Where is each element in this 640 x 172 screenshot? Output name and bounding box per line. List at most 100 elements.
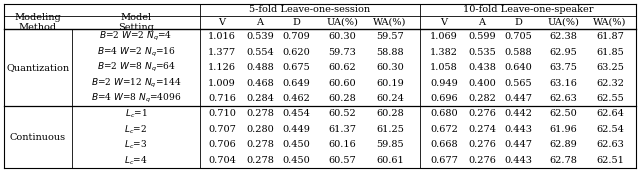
Text: 0.599: 0.599 — [468, 32, 496, 41]
Text: $B$=2 $W$=2 $N_q$=4: $B$=2 $W$=2 $N_q$=4 — [99, 30, 173, 43]
Text: Continuous: Continuous — [10, 133, 66, 142]
Text: 0.447: 0.447 — [504, 140, 532, 149]
Text: A: A — [479, 18, 486, 27]
Text: A: A — [257, 18, 264, 27]
Text: 0.949: 0.949 — [430, 79, 458, 88]
Text: 0.554: 0.554 — [246, 48, 274, 57]
Text: 1.009: 1.009 — [208, 79, 236, 88]
Text: 0.278: 0.278 — [246, 140, 274, 149]
Text: 62.51: 62.51 — [596, 156, 624, 165]
Text: 1.377: 1.377 — [208, 48, 236, 57]
Text: 60.60: 60.60 — [328, 79, 356, 88]
Text: 0.447: 0.447 — [504, 94, 532, 103]
Text: 60.30: 60.30 — [376, 63, 404, 72]
Text: $L_c$=3: $L_c$=3 — [124, 139, 148, 151]
Text: 0.706: 0.706 — [208, 140, 236, 149]
Text: 61.87: 61.87 — [596, 32, 624, 41]
Text: 62.54: 62.54 — [596, 125, 624, 134]
Text: V: V — [218, 18, 225, 27]
Text: 60.62: 60.62 — [328, 63, 356, 72]
Text: 0.442: 0.442 — [504, 109, 532, 119]
Text: 62.38: 62.38 — [549, 32, 577, 41]
Text: 1.126: 1.126 — [208, 63, 236, 72]
Text: $B$=2 $W$=8 $N_q$=64: $B$=2 $W$=8 $N_q$=64 — [97, 61, 175, 74]
Text: 0.468: 0.468 — [246, 79, 274, 88]
Text: 0.539: 0.539 — [246, 32, 274, 41]
Text: 0.278: 0.278 — [246, 156, 274, 165]
Text: 60.61: 60.61 — [376, 156, 404, 165]
Text: 0.668: 0.668 — [430, 140, 458, 149]
Text: 62.64: 62.64 — [596, 109, 624, 119]
Text: 63.25: 63.25 — [596, 63, 624, 72]
Text: $L_c$=4: $L_c$=4 — [124, 154, 148, 166]
Text: 0.675: 0.675 — [282, 63, 310, 72]
Text: 0.620: 0.620 — [282, 48, 310, 57]
Text: 0.443: 0.443 — [504, 156, 532, 165]
Text: 60.16: 60.16 — [328, 140, 356, 149]
Text: 0.276: 0.276 — [468, 156, 496, 165]
Text: 60.28: 60.28 — [328, 94, 356, 103]
Text: 10-fold Leave-one-speaker: 10-fold Leave-one-speaker — [463, 6, 593, 14]
Text: 61.25: 61.25 — [376, 125, 404, 134]
Text: 1.058: 1.058 — [430, 63, 458, 72]
Text: $B$=2 $W$=12 $N_q$=144: $B$=2 $W$=12 $N_q$=144 — [91, 77, 181, 90]
Text: 0.680: 0.680 — [430, 109, 458, 119]
Text: $B$=4 $W$=2 $N_q$=16: $B$=4 $W$=2 $N_q$=16 — [97, 46, 175, 59]
Text: 0.588: 0.588 — [504, 48, 532, 57]
Text: 0.276: 0.276 — [468, 109, 496, 119]
Text: 0.535: 0.535 — [468, 48, 496, 57]
Text: 62.89: 62.89 — [549, 140, 577, 149]
Text: 61.85: 61.85 — [596, 48, 624, 57]
Text: 58.88: 58.88 — [376, 48, 404, 57]
Text: 0.443: 0.443 — [504, 125, 532, 134]
Text: 0.649: 0.649 — [282, 79, 310, 88]
Text: 0.278: 0.278 — [246, 109, 274, 119]
Text: 0.454: 0.454 — [282, 109, 310, 119]
Text: $B$=4 $W$=8 $N_q$=4096: $B$=4 $W$=8 $N_q$=4096 — [91, 92, 181, 105]
Text: 63.75: 63.75 — [549, 63, 577, 72]
Text: Quantization: Quantization — [6, 63, 70, 72]
Text: Model
Setting: Model Setting — [118, 13, 154, 32]
Text: 62.95: 62.95 — [549, 48, 577, 57]
Text: 60.30: 60.30 — [328, 32, 356, 41]
Text: $L_c$=1: $L_c$=1 — [125, 108, 147, 120]
Text: WA(%): WA(%) — [593, 18, 627, 27]
Text: 62.78: 62.78 — [549, 156, 577, 165]
Text: 0.449: 0.449 — [282, 125, 310, 134]
Text: 62.32: 62.32 — [596, 79, 624, 88]
Text: 0.672: 0.672 — [430, 125, 458, 134]
Text: D: D — [514, 18, 522, 27]
Text: 0.709: 0.709 — [282, 32, 310, 41]
Text: 63.16: 63.16 — [549, 79, 577, 88]
Text: V: V — [440, 18, 447, 27]
Text: D: D — [292, 18, 300, 27]
Text: 5-fold Leave-one-session: 5-fold Leave-one-session — [250, 6, 371, 14]
Text: 59.57: 59.57 — [376, 32, 404, 41]
Text: 0.276: 0.276 — [468, 140, 496, 149]
Text: 0.696: 0.696 — [430, 94, 458, 103]
Text: UA(%): UA(%) — [326, 18, 358, 27]
Text: 60.57: 60.57 — [328, 156, 356, 165]
Text: 0.284: 0.284 — [246, 94, 274, 103]
Text: 0.450: 0.450 — [282, 156, 310, 165]
Text: 0.274: 0.274 — [468, 125, 496, 134]
Text: 0.707: 0.707 — [208, 125, 236, 134]
Text: 62.63: 62.63 — [549, 94, 577, 103]
Text: 0.282: 0.282 — [468, 94, 496, 103]
Text: 59.73: 59.73 — [328, 48, 356, 57]
Text: 1.069: 1.069 — [430, 32, 458, 41]
Text: 0.400: 0.400 — [468, 79, 496, 88]
Text: 59.85: 59.85 — [376, 140, 404, 149]
Text: 0.704: 0.704 — [208, 156, 236, 165]
Text: 62.63: 62.63 — [596, 140, 624, 149]
Text: UA(%): UA(%) — [547, 18, 579, 27]
Text: 60.19: 60.19 — [376, 79, 404, 88]
Text: 0.450: 0.450 — [282, 140, 310, 149]
Text: 60.52: 60.52 — [328, 109, 356, 119]
Text: 0.565: 0.565 — [504, 79, 532, 88]
Text: 0.488: 0.488 — [246, 63, 274, 72]
Text: 0.710: 0.710 — [208, 109, 236, 119]
Text: 1.016: 1.016 — [208, 32, 236, 41]
Text: 0.677: 0.677 — [430, 156, 458, 165]
Text: WA(%): WA(%) — [373, 18, 406, 27]
